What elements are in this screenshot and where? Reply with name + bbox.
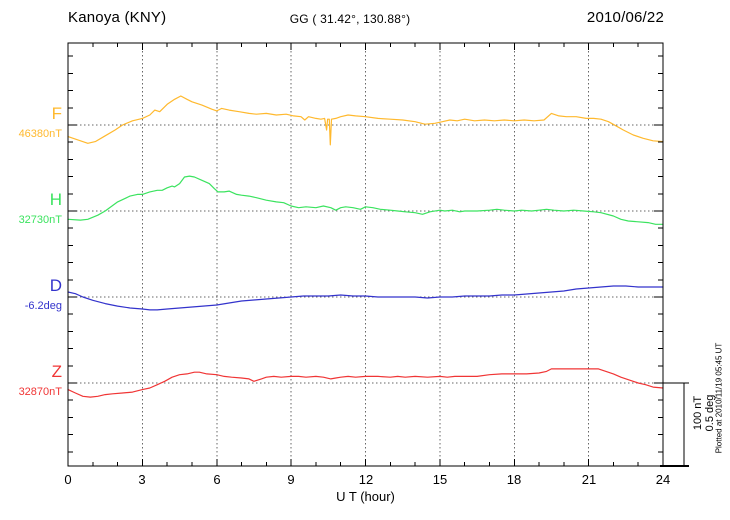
x-tick-label-0: 0 <box>64 472 72 487</box>
plot-date: 2010/06/22 <box>586 9 664 26</box>
scale-bar-nT-label: 100 nT <box>692 395 704 431</box>
trace-H <box>67 175 664 225</box>
channel-D-letter: D <box>49 276 62 295</box>
plotted-at-note: Plotted at 2010/11/19 05:45 UT <box>714 342 724 454</box>
channel-F-baseline-value: 46380nT <box>18 128 62 140</box>
channel-H-labels: H 32730nT <box>0 191 62 226</box>
channel-Z-labels: Z 32870nT <box>0 363 62 398</box>
geographic-coordinates: GG ( 31.42°, 130.88°) <box>289 12 411 26</box>
channel-H-letter: H <box>49 190 62 209</box>
channel-D-labels: D -6.2deg <box>0 277 62 312</box>
x-tick-label-15: 15 <box>432 472 448 487</box>
channel-Z-baseline-value: 32870nT <box>18 386 62 398</box>
channel-F-letter: F <box>51 104 62 123</box>
trace-Z <box>67 368 664 398</box>
x-tick-label-12: 12 <box>358 472 374 487</box>
x-tick-label-6: 6 <box>213 472 221 487</box>
x-tick-label-9: 9 <box>287 472 295 487</box>
station-title: Kanoya (KNY) <box>68 9 167 26</box>
scale-bar-labels: 100 nT 0.5 deg <box>692 395 716 432</box>
x-tick-label-24: 24 <box>655 472 671 487</box>
x-axis-label: U T (hour) <box>336 489 395 504</box>
trace-D <box>67 285 664 311</box>
channel-F-labels: F 46380nT <box>0 105 62 140</box>
channel-Z-letter: Z <box>51 362 62 381</box>
plot-frame <box>67 42 664 467</box>
x-tick-label-21: 21 <box>581 472 597 487</box>
channel-D-baseline-value: -6.2deg <box>24 300 62 312</box>
channel-H-baseline-value: 32730nT <box>18 214 62 226</box>
x-tick-label-3: 3 <box>138 472 146 487</box>
x-tick-label-18: 18 <box>506 472 522 487</box>
trace-F <box>67 95 664 146</box>
